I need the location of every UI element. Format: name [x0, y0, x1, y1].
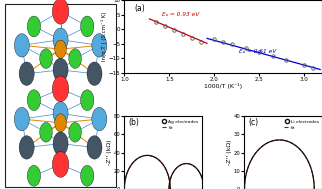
Circle shape — [52, 76, 69, 102]
X-axis label: 1000/T (K⁻¹): 1000/T (K⁻¹) — [204, 83, 242, 89]
Circle shape — [27, 16, 41, 37]
Text: (a): (a) — [134, 4, 145, 13]
Circle shape — [52, 152, 69, 177]
Y-axis label: ln(σ.T ) (S.cm⁻¹ K): ln(σ.T ) (S.cm⁻¹ K) — [101, 12, 107, 61]
Circle shape — [40, 122, 52, 142]
Circle shape — [27, 90, 41, 111]
Text: (c): (c) — [248, 119, 259, 128]
Circle shape — [69, 122, 81, 142]
Text: (b): (b) — [128, 119, 139, 128]
Y-axis label: -Z'' (kΩ): -Z'' (kΩ) — [107, 140, 112, 165]
Circle shape — [87, 136, 102, 159]
Legend: Li electrodes, fit: Li electrodes, fit — [283, 119, 320, 131]
Circle shape — [80, 165, 94, 186]
Circle shape — [80, 90, 94, 111]
Circle shape — [19, 136, 34, 159]
Legend: Ag electrodes, fit: Ag electrodes, fit — [161, 119, 200, 131]
Circle shape — [55, 40, 66, 58]
Circle shape — [53, 58, 68, 82]
Circle shape — [53, 102, 68, 125]
Circle shape — [80, 16, 94, 37]
Circle shape — [53, 28, 68, 51]
Circle shape — [69, 49, 81, 68]
Circle shape — [27, 165, 41, 186]
Text: Eₐ = 0.93 eV: Eₐ = 0.93 eV — [162, 12, 199, 17]
Circle shape — [52, 0, 69, 24]
Circle shape — [55, 114, 66, 132]
Circle shape — [92, 107, 107, 131]
Circle shape — [40, 49, 52, 68]
Circle shape — [19, 62, 34, 85]
Circle shape — [14, 107, 29, 131]
Circle shape — [92, 34, 107, 57]
Circle shape — [14, 34, 29, 57]
Circle shape — [87, 62, 102, 85]
Y-axis label: -Z'' (kΩ): -Z'' (kΩ) — [227, 140, 232, 165]
Text: Eₐ = 0.61 eV: Eₐ = 0.61 eV — [239, 49, 277, 54]
Circle shape — [53, 132, 68, 155]
